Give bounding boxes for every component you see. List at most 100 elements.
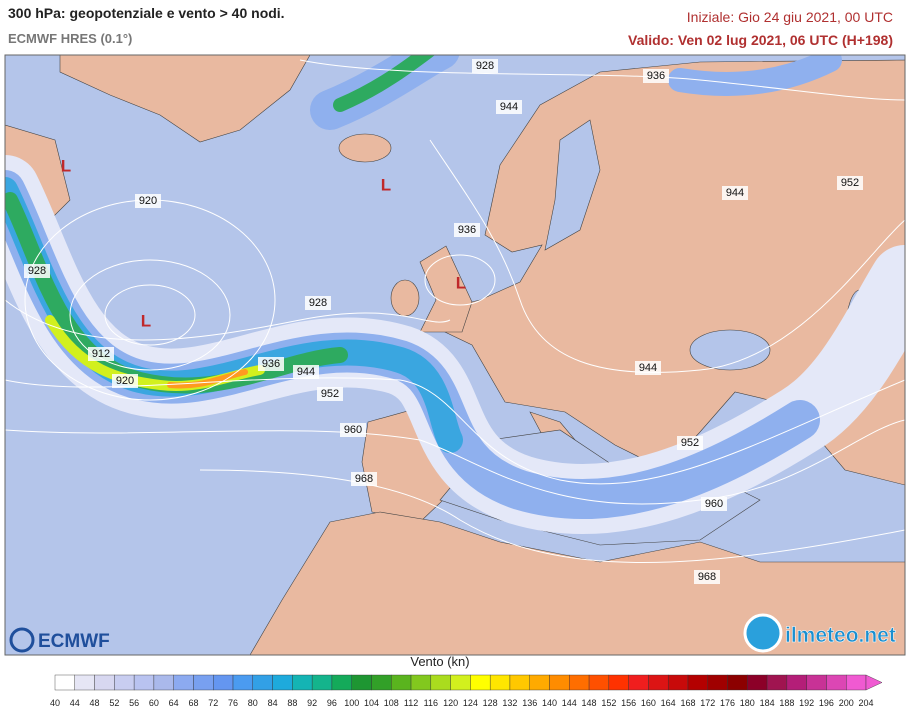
legend-swatch (786, 674, 807, 691)
contour-label-bg (305, 296, 331, 310)
legend-swatch (648, 674, 669, 691)
legend-tick-label: 104 (364, 698, 379, 708)
legend-swatch (509, 674, 530, 691)
legend-tick-label: 172 (700, 698, 715, 708)
legend-swatch (727, 674, 748, 691)
legend-tick-label: 64 (169, 698, 179, 708)
contour-label-bg (340, 423, 366, 437)
contour-label-bg (694, 570, 720, 584)
contour-label: 936 (262, 358, 280, 370)
logo-icon (9, 627, 35, 653)
legend-tick-label: 124 (463, 698, 478, 708)
legend-swatch (292, 674, 313, 691)
legend-tick-label: 128 (483, 698, 498, 708)
subtitle: ECMWF HRES (0.1°) (8, 31, 132, 46)
legend-tick-label: 140 (542, 698, 557, 708)
low-marker: L (456, 273, 466, 292)
contour-label: 960 (705, 498, 723, 510)
low-marker: L (61, 156, 71, 175)
legend-title: Vento (kn) (410, 654, 469, 669)
map-labels: 928 936 944 920 928 936 944 952 928 912 920 936 944 9… (24, 59, 863, 584)
contour-label-bg (643, 69, 669, 83)
legend-swatch (569, 674, 590, 691)
contour-label-bg (677, 436, 703, 450)
legend-swatch (252, 674, 273, 691)
legend-tick-label: 184 (760, 698, 775, 708)
contour-label: 968 (355, 473, 373, 485)
legend-tick-label: 132 (502, 698, 517, 708)
contour-label: 928 (309, 297, 327, 309)
contour-label: 928 (476, 60, 494, 72)
legend-tick-label: 144 (562, 698, 577, 708)
logo-text: ilmeteo.net (785, 624, 896, 647)
contour-label-bg (293, 365, 319, 379)
legend-tick-label: 96 (327, 698, 337, 708)
legend-swatch (489, 674, 511, 691)
legend-tick-label: 136 (522, 698, 537, 708)
legend-tick-label: 76 (228, 698, 238, 708)
contour-label: 928 (28, 265, 46, 277)
legend-swatch (232, 674, 254, 691)
legend-tick-label: 148 (582, 698, 597, 708)
legend-tick-label: 44 (70, 698, 80, 708)
legend-tick-label: 176 (720, 698, 735, 708)
legend-swatch (450, 674, 471, 691)
legend-tick-label: 160 (641, 698, 656, 708)
legend-tick-label: 52 (109, 698, 119, 708)
jet-stream (5, 55, 905, 535)
legend: 40 44 48 52 56 60 64 68 72 76 80 84 88 92 96 100 104 108 1… (50, 674, 883, 708)
map-frame (4, 54, 906, 656)
legend-tick-label: 72 (208, 698, 218, 708)
contour-label: 952 (841, 177, 859, 189)
legend-swatch (54, 674, 75, 691)
contour-label: 944 (639, 362, 657, 374)
contour-label: 960 (344, 424, 362, 436)
legend-tick-label: 68 (188, 698, 198, 708)
contour-label-bg (351, 472, 377, 486)
low-marker: L (141, 311, 151, 330)
legend-swatch (153, 674, 174, 691)
legend-swatch (74, 674, 95, 691)
low-marker: L (381, 175, 391, 194)
legend-swatch (826, 674, 847, 691)
legend-tick-label: 40 (50, 698, 60, 708)
legend-swatch (766, 674, 788, 691)
legend-arrow (865, 674, 883, 691)
contour-label: 968 (698, 571, 716, 583)
legend-swatch (331, 674, 352, 691)
legend-swatch (272, 674, 293, 691)
contour-label: 952 (681, 437, 699, 449)
contour-label: 952 (321, 388, 339, 400)
legend-swatch (588, 674, 610, 691)
legend-swatch (213, 674, 234, 691)
title: 300 hPa: geopotenziale e vento > 40 nodi… (8, 5, 285, 21)
legend-swatch (628, 674, 649, 691)
legend-tick-label: 180 (740, 698, 755, 708)
legend-swatch (311, 674, 333, 691)
contour-label-bg (496, 100, 522, 114)
legend-tick-label: 100 (344, 698, 359, 708)
legend-swatch (94, 674, 115, 691)
contour-label-bg (635, 361, 661, 375)
legend-swatch (133, 674, 155, 691)
legend-tick-label: 156 (621, 698, 636, 708)
legend-tick-label: 116 (424, 698, 438, 708)
legend-tick-label: 48 (90, 698, 100, 708)
legend-tick-label: 84 (268, 698, 278, 708)
initial-time: Iniziale: Gio 24 giu 2021, 00 UTC (687, 9, 893, 25)
logo-ilmeteo: ilmeteo.net (743, 613, 896, 653)
valid-time: Valido: Ven 02 lug 2021, 06 UTC (H+198) (628, 32, 893, 48)
legend-swatch (430, 674, 451, 691)
contour-label-bg (472, 59, 498, 73)
legend-swatch (667, 674, 689, 691)
legend-swatch (687, 674, 708, 691)
legend-tick-label: 200 (839, 698, 854, 708)
logo-ecmwf: ECMWF (9, 627, 110, 653)
legend-tick-label: 204 (858, 698, 873, 708)
contour-label: 920 (139, 195, 157, 207)
contour-label: 920 (116, 375, 134, 387)
legend-tick-label: 168 (680, 698, 695, 708)
contour-label: 912 (92, 348, 110, 360)
legend-swatch (529, 674, 550, 691)
